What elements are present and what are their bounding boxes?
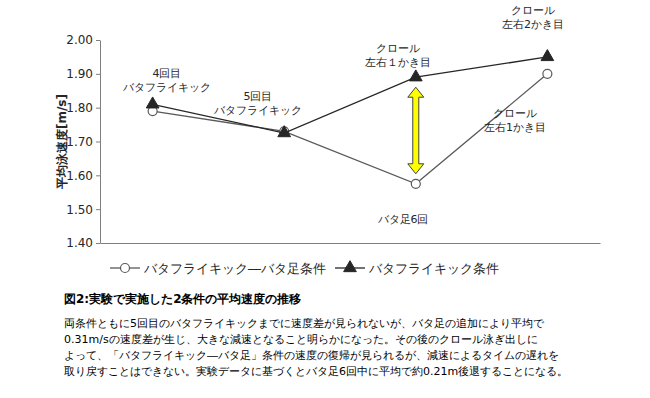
y-tick-label: 1.40 — [66, 236, 93, 250]
caption-line: よって、「バタフライキック―バタ足」条件の速度の復帰が見られるが、減速によるタイ… — [64, 349, 559, 362]
y-tick: 1.50 — [66, 203, 100, 217]
y-tick: 1.80 — [66, 101, 100, 115]
annotation: バタ足6回 — [377, 213, 429, 226]
y-tick: 1.60 — [66, 169, 100, 183]
caption-line: 0.31m/sの速度差が生じ、大きな減速となること明らかになった。その後のクロー… — [64, 333, 538, 346]
y-tick-mark — [96, 243, 100, 244]
series-marker — [278, 126, 291, 137]
annotation: 5回目 — [244, 90, 273, 103]
y-tick-mark — [96, 74, 100, 75]
y-tick-label: 2.00 — [66, 33, 93, 47]
annotations: 4回目バタフライキック5回目バタフライキッククロール左右１かき目クロール左右2か… — [122, 4, 564, 226]
series-line — [153, 74, 548, 184]
x-axis-line — [101, 243, 601, 244]
y-tick-mark — [96, 142, 100, 143]
y-tick-label: 1.60 — [66, 169, 93, 183]
annotation: クロール — [376, 42, 420, 55]
y-tick-mark — [96, 40, 100, 41]
series-marker — [541, 50, 554, 61]
series-marker — [411, 179, 420, 188]
y-tick-label: 1.80 — [66, 101, 93, 115]
y-tick-mark — [96, 209, 100, 210]
annotation: 左右1かき目 — [484, 121, 546, 134]
y-axis: 1.40 1.50 1.60 1.70 1.80 1.90 2.00 — [66, 33, 100, 250]
y-tick: 1.90 — [66, 67, 100, 81]
y-axis-title: 平均泳速度[m/s] — [55, 94, 69, 190]
arrow-shape — [408, 87, 424, 174]
difference-arrow — [408, 87, 424, 174]
legend-entry: バタフライキック―バタ足条件 — [110, 261, 326, 276]
y-tick-mark — [96, 175, 100, 176]
caption: 両条件ともに5回目のバタフライキックまでに速度差が見られないが、バタ足の追加によ… — [64, 317, 568, 378]
series-line — [153, 57, 548, 133]
annotation: バタフライキック — [213, 104, 302, 117]
annotation: クロール — [511, 4, 555, 17]
legend-label: バタフライキック条件 — [368, 261, 499, 276]
legend: バタフライキック―バタ足条件 バタフライキック条件 — [110, 261, 499, 276]
y-tick: 1.40 — [66, 236, 100, 250]
plot-marks — [146, 50, 553, 189]
legend-marker — [121, 264, 130, 273]
y-tick-mark — [96, 108, 100, 109]
y-tick-label: 1.90 — [66, 67, 93, 81]
y-tick-label: 1.50 — [66, 203, 93, 217]
annotation: バタフライキック — [122, 81, 211, 94]
caption-line: 両条件ともに5回目のバタフライキックまでに速度差が見られないが、バタ足の追加によ… — [64, 317, 545, 330]
chart-svg: 1.40 1.50 1.60 1.70 1.80 1.90 2.00 平均泳速度[m/s] 4回… — [0, 0, 650, 398]
annotation: 4回目 — [153, 67, 182, 80]
y-axis-line — [100, 41, 101, 244]
x-axis — [101, 243, 601, 245]
annotation: 左右１かき目 — [365, 56, 431, 69]
chart-container: 1.40 1.50 1.60 1.70 1.80 1.90 2.00 平均泳速度[m/s] 4回… — [0, 0, 650, 398]
legend-marker — [344, 261, 357, 272]
y-tick: 1.70 — [66, 135, 100, 149]
legend-entry: バタフライキック条件 — [335, 261, 499, 276]
y-tick-label: 1.70 — [66, 135, 93, 149]
series-marker — [543, 69, 552, 78]
legend-label: バタフライキック―バタ足条件 — [143, 261, 326, 276]
annotation: クロール — [493, 107, 537, 120]
chart-title: 図2:実験で実施した2条件の平均速度の推移 — [64, 292, 302, 306]
series-marker — [409, 70, 422, 81]
caption-line: 取り戻すことはできない。実験データに基づくとバタ足6回中に平均で約0.21m後退… — [64, 365, 568, 378]
annotation: 左右2かき目 — [502, 18, 564, 31]
y-tick: 2.00 — [66, 33, 100, 47]
series-marker — [146, 97, 159, 108]
